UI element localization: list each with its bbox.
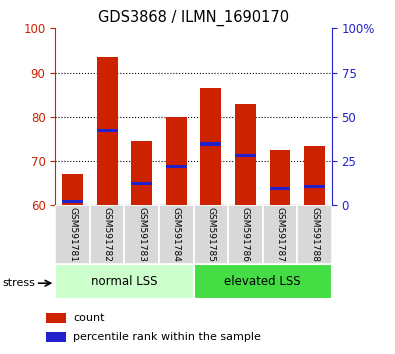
- Bar: [55, 205, 90, 264]
- Bar: [97, 129, 118, 132]
- Text: GSM591784: GSM591784: [172, 207, 181, 262]
- Text: GSM591781: GSM591781: [68, 207, 77, 262]
- Text: GSM591787: GSM591787: [275, 207, 284, 262]
- Text: GSM591786: GSM591786: [241, 207, 250, 262]
- Text: elevated LSS: elevated LSS: [224, 275, 301, 288]
- Bar: [55, 264, 194, 299]
- Text: count: count: [73, 313, 105, 323]
- Bar: [201, 88, 221, 205]
- Bar: [46, 332, 66, 342]
- Bar: [235, 103, 256, 205]
- Bar: [269, 187, 290, 190]
- Bar: [269, 150, 290, 205]
- Bar: [90, 205, 124, 264]
- Bar: [131, 141, 152, 205]
- Bar: [159, 205, 194, 264]
- Bar: [304, 145, 325, 205]
- Bar: [194, 264, 332, 299]
- Bar: [228, 205, 263, 264]
- Text: percentile rank within the sample: percentile rank within the sample: [73, 332, 261, 342]
- Text: GSM591788: GSM591788: [310, 207, 319, 262]
- Bar: [62, 174, 83, 205]
- Text: GSM591785: GSM591785: [206, 207, 215, 262]
- Bar: [97, 57, 118, 205]
- Bar: [201, 142, 221, 145]
- Bar: [194, 205, 228, 264]
- Bar: [166, 165, 187, 168]
- Bar: [235, 154, 256, 156]
- Bar: [124, 205, 159, 264]
- Text: GSM591783: GSM591783: [137, 207, 146, 262]
- Text: normal LSS: normal LSS: [91, 275, 158, 288]
- Bar: [62, 200, 83, 203]
- Text: GSM591782: GSM591782: [103, 207, 112, 262]
- Bar: [304, 184, 325, 188]
- Bar: [166, 117, 187, 205]
- Bar: [131, 182, 152, 185]
- Bar: [46, 313, 66, 323]
- Text: stress: stress: [2, 278, 35, 288]
- Bar: [297, 205, 332, 264]
- Title: GDS3868 / ILMN_1690170: GDS3868 / ILMN_1690170: [98, 9, 289, 25]
- Bar: [263, 205, 297, 264]
